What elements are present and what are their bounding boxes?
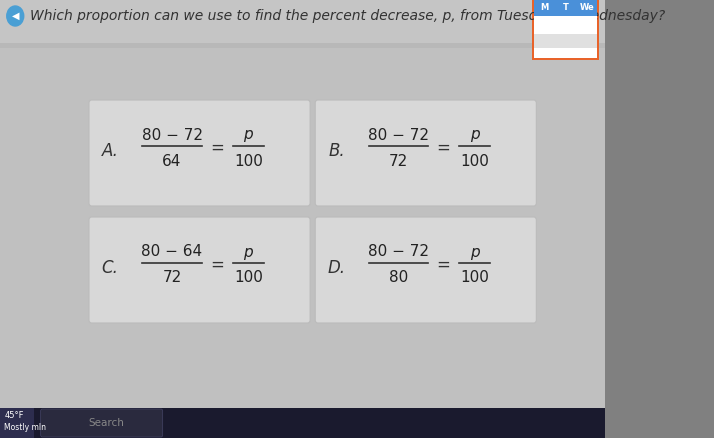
FancyBboxPatch shape [89,100,310,206]
Text: 80: 80 [388,271,408,286]
FancyBboxPatch shape [0,408,34,438]
FancyBboxPatch shape [0,0,605,48]
Text: Which proportion can we use to find the percent decrease, p, from Tuesday to Wed: Which proportion can we use to find the … [30,9,665,23]
FancyBboxPatch shape [315,100,536,206]
Text: 80 − 72: 80 − 72 [368,127,428,142]
Text: 64: 64 [162,153,181,169]
Text: 100: 100 [460,271,489,286]
Circle shape [6,6,24,26]
Text: M: M [540,4,548,13]
Text: Search: Search [88,418,124,428]
Text: 100: 100 [460,153,489,169]
Text: T: T [563,4,568,13]
Text: We: We [579,4,594,13]
FancyBboxPatch shape [0,408,605,438]
Text: C.: C. [101,259,119,277]
Text: 72: 72 [388,153,408,169]
Text: A.: A. [101,142,119,160]
Text: =: = [210,139,224,157]
Text: p: p [470,127,479,142]
Text: =: = [436,256,450,274]
FancyBboxPatch shape [534,0,598,58]
Text: =: = [436,139,450,157]
Text: 80 − 64: 80 − 64 [141,244,203,259]
Text: 80 − 72: 80 − 72 [368,244,428,259]
FancyBboxPatch shape [532,0,599,60]
Text: 80 − 72: 80 − 72 [141,127,203,142]
FancyBboxPatch shape [315,217,536,323]
FancyBboxPatch shape [89,217,310,323]
Text: B.: B. [328,142,345,160]
FancyBboxPatch shape [534,34,598,48]
Text: Mostly mIn: Mostly mIn [4,424,46,432]
Text: =: = [210,256,224,274]
Text: 45°F: 45°F [4,411,24,420]
Text: p: p [243,244,253,259]
FancyBboxPatch shape [41,409,163,437]
Text: p: p [470,244,479,259]
Text: p: p [243,127,253,142]
Text: 100: 100 [233,153,263,169]
Text: 72: 72 [162,271,181,286]
Text: D.: D. [328,259,346,277]
Text: 100: 100 [233,271,263,286]
FancyBboxPatch shape [0,28,605,408]
FancyBboxPatch shape [534,19,598,33]
Text: ◀: ◀ [11,11,19,21]
FancyBboxPatch shape [0,0,605,43]
FancyBboxPatch shape [534,0,598,16]
